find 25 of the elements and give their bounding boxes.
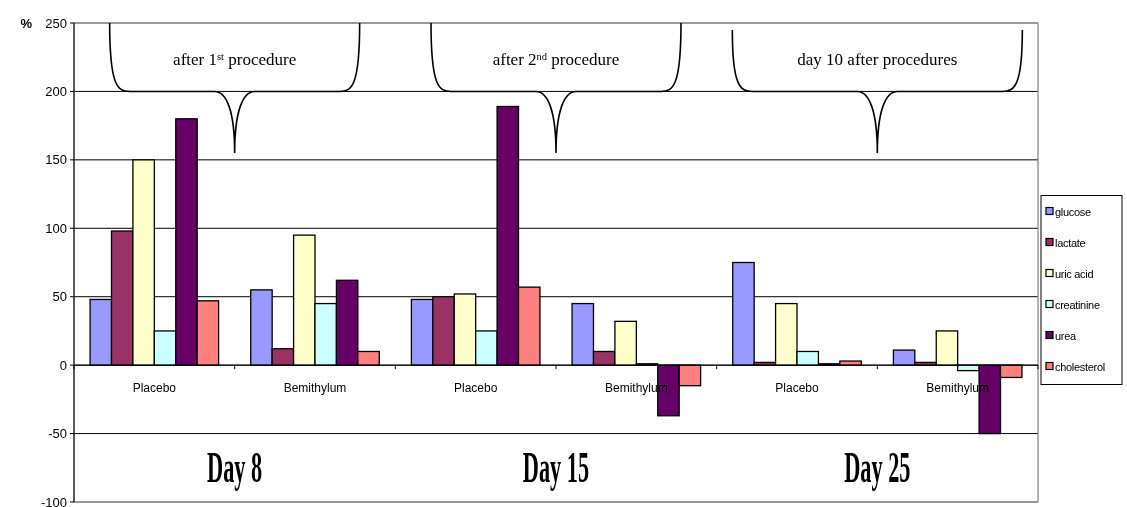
legend-label: urea <box>1055 329 1077 342</box>
annotation: after 2$^{nd}$ procedure <box>492 50 620 69</box>
legend-label: lactate <box>1055 236 1086 249</box>
legend-label: glucose <box>1055 205 1091 218</box>
x-tick-label: Placebo <box>453 381 498 396</box>
x-tick-label: Placebo <box>132 381 177 396</box>
y-tick-label: 150 <box>45 152 67 168</box>
y-tick-label: -50 <box>48 426 67 442</box>
y-tick-label: 250 <box>45 15 67 31</box>
legend-label: creatinine <box>1055 298 1100 311</box>
annotation: day 10 after procedures <box>797 50 958 69</box>
y-tick-label: 200 <box>45 83 67 99</box>
annotation: Day 25 <box>844 441 911 493</box>
y-tick-label: 0 <box>59 357 67 373</box>
x-tick-label: Placebo <box>775 381 819 396</box>
annotation: after 1$^{st}$ procedure <box>173 50 297 69</box>
y-tick-label: -100 <box>40 494 67 507</box>
x-tick-label: Bemithylum <box>283 381 347 396</box>
legend-label: cholesterol <box>1055 360 1105 373</box>
y-axis-title: % <box>20 15 33 31</box>
y-tick-label: 50 <box>52 289 67 305</box>
legend-label: uric acid <box>1055 267 1094 280</box>
y-tick-label: 100 <box>45 220 67 236</box>
annotation: Day 15 <box>522 441 590 493</box>
annotation: Day 8 <box>207 441 263 493</box>
